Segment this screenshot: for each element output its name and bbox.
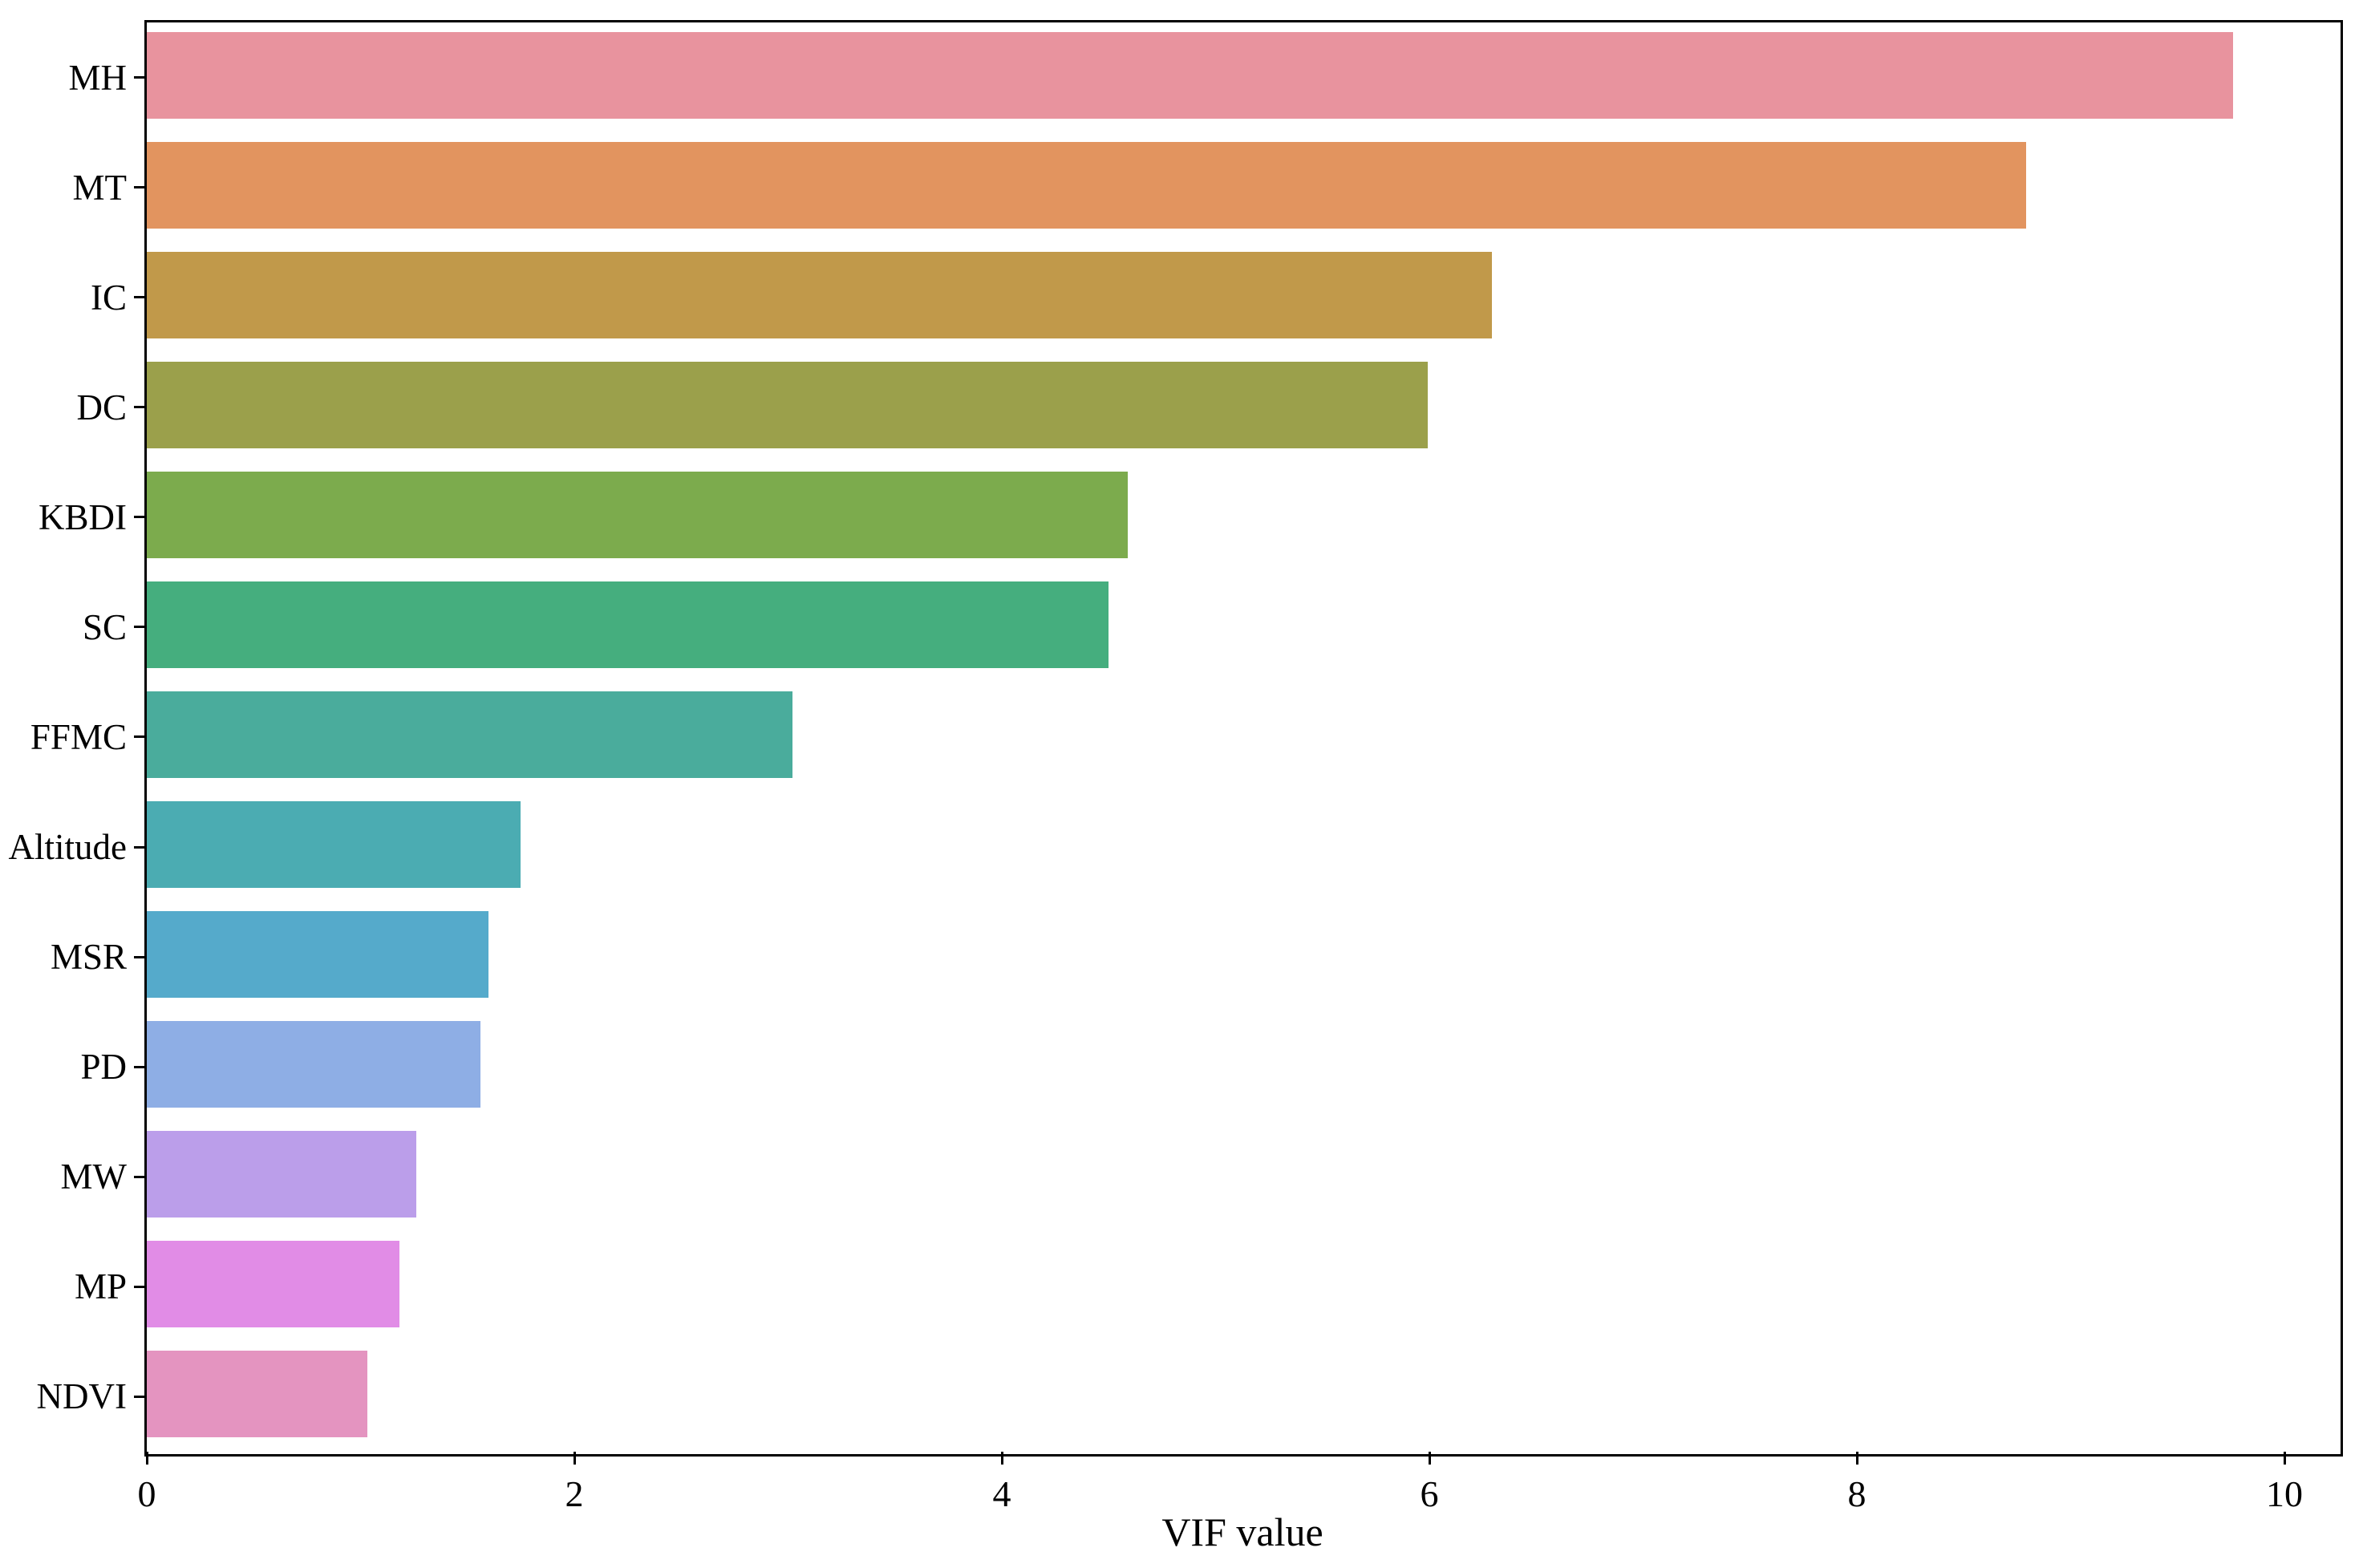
x-tick-mark [1856, 1452, 1858, 1465]
y-tick-label-NDVI: NDVI [36, 1376, 127, 1416]
plot-area [144, 20, 2343, 1457]
x-tick-mark [1429, 1452, 1431, 1465]
x-tick-label: 0 [137, 1473, 156, 1514]
x-tick-label: 6 [1420, 1473, 1439, 1514]
x-tick-label: 2 [565, 1473, 584, 1514]
x-tick-label: 4 [992, 1473, 1011, 1514]
bar-MT [147, 141, 2026, 229]
bar-MW [147, 1131, 416, 1218]
y-tick-mark [134, 1396, 147, 1398]
y-tick-label-KBDI: KBDI [39, 497, 127, 537]
y-tick-mark [134, 296, 147, 298]
x-tick-mark [146, 1452, 148, 1465]
y-tick-label-Altitude: Altitude [8, 827, 127, 867]
bar-MP [147, 1241, 399, 1328]
y-tick-label-MP: MP [74, 1266, 127, 1307]
bar-KBDI [147, 471, 1128, 558]
y-tick-label-IC: IC [91, 278, 127, 318]
bar-DC [147, 361, 1428, 448]
bar-MH [147, 31, 2233, 119]
y-tick-mark [134, 956, 147, 958]
bar-SC [147, 581, 1109, 668]
y-tick-mark [134, 846, 147, 849]
y-tick-mark [134, 76, 147, 79]
bar-PD [147, 1021, 480, 1108]
y-tick-mark [134, 1286, 147, 1288]
y-tick-label-SC: SC [82, 607, 127, 647]
bar-MSR [147, 911, 488, 999]
y-tick-label-FFMC: FFMC [30, 717, 127, 757]
y-tick-label-MSR: MSR [50, 937, 127, 977]
y-tick-label-PD: PD [80, 1047, 127, 1087]
y-tick-mark [134, 735, 147, 738]
y-tick-mark [134, 1176, 147, 1178]
y-tick-mark [134, 186, 147, 188]
bar-FFMC [147, 691, 792, 778]
y-tick-label-MW: MW [60, 1157, 128, 1197]
x-tick-label: 8 [1847, 1473, 1866, 1514]
bar-Altitude [147, 801, 521, 889]
y-tick-label-MH: MH [68, 58, 127, 98]
y-tick-mark [134, 1066, 147, 1068]
y-tick-mark [134, 406, 147, 408]
x-tick-mark [2284, 1452, 2286, 1465]
bar-NDVI [147, 1351, 367, 1438]
x-tick-mark [1001, 1452, 1003, 1465]
bar-IC [147, 251, 1492, 338]
x-tick-label: 10 [2266, 1473, 2303, 1514]
x-axis-title: VIF value [1161, 1509, 1323, 1554]
y-tick-label-DC: DC [76, 387, 127, 427]
y-tick-label-MT: MT [72, 168, 128, 208]
y-tick-mark [134, 626, 147, 628]
x-tick-mark [574, 1452, 576, 1465]
y-tick-mark [134, 516, 147, 518]
